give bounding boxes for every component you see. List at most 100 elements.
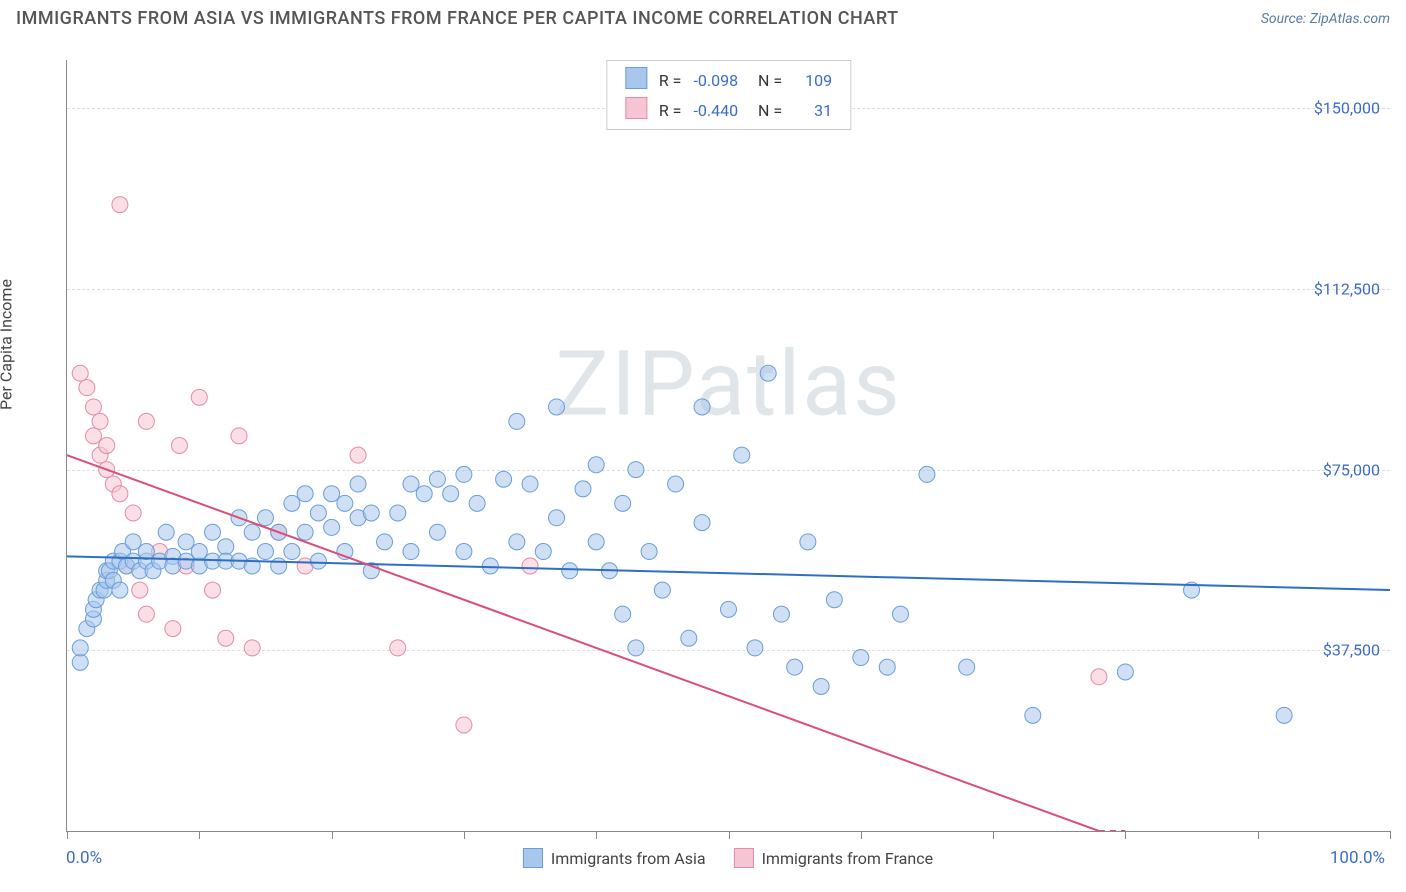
data-point (628, 640, 644, 656)
data-point (231, 428, 247, 444)
legend-item-france: Immigrants from France (734, 848, 934, 868)
data-point (390, 505, 406, 521)
data-point (178, 534, 194, 550)
data-point (562, 563, 578, 579)
data-point (919, 466, 935, 482)
data-point (191, 544, 207, 560)
x-tick (464, 831, 465, 839)
data-point (681, 630, 697, 646)
x-tick (1258, 831, 1259, 839)
data-point (826, 592, 842, 608)
swatch-france-icon (625, 97, 647, 119)
data-point (959, 659, 975, 675)
data-point (509, 534, 525, 550)
stat-n-asia: 109 (788, 65, 838, 95)
data-point (257, 510, 273, 526)
data-point (171, 438, 187, 454)
data-point (575, 481, 591, 497)
data-point (522, 476, 538, 492)
data-point (1091, 669, 1107, 685)
data-point (588, 457, 604, 473)
data-point (112, 582, 128, 598)
x-tick (861, 831, 862, 839)
data-point (773, 606, 789, 622)
data-point (469, 495, 485, 511)
data-point (132, 582, 148, 598)
stat-n-france: 31 (788, 95, 838, 125)
data-point (158, 524, 174, 540)
data-point (443, 486, 459, 502)
data-point (125, 505, 141, 521)
data-point (284, 544, 300, 560)
stat-label-n: N = (744, 95, 788, 125)
stat-r-asia: -0.098 (687, 65, 744, 95)
data-point (271, 558, 287, 574)
bottom-legend: Immigrants from Asia Immigrants from Fra… (523, 848, 933, 868)
x-axis-max-label: 100.0% (1330, 848, 1385, 868)
x-tick (729, 831, 730, 839)
data-point (284, 495, 300, 511)
data-point (138, 413, 154, 429)
data-point (138, 544, 154, 560)
legend-item-asia: Immigrants from Asia (523, 848, 706, 868)
data-point (588, 534, 604, 550)
data-point (549, 510, 565, 526)
x-tick (596, 831, 597, 839)
x-tick (332, 831, 333, 839)
stat-label-r: R = (653, 65, 688, 95)
data-point (244, 640, 260, 656)
data-point (350, 447, 366, 463)
data-point (310, 505, 326, 521)
data-point (125, 534, 141, 550)
data-point (549, 399, 565, 415)
data-point (112, 197, 128, 213)
data-point (509, 413, 525, 429)
data-point (92, 413, 108, 429)
data-point (641, 544, 657, 560)
chart-container: Per Capita Income R = -0.098 N = 109 R =… (16, 40, 1390, 892)
data-point (787, 659, 803, 675)
data-point (892, 606, 908, 622)
data-point (456, 466, 472, 482)
data-point (79, 380, 95, 396)
data-point (654, 582, 670, 598)
data-point (760, 365, 776, 381)
data-point (456, 717, 472, 733)
data-point (72, 640, 88, 656)
x-axis-labels: 0.0% Immigrants from Asia Immigrants fro… (66, 848, 1390, 876)
data-point (205, 582, 221, 598)
data-point (800, 534, 816, 550)
data-point (482, 558, 498, 574)
data-point (522, 558, 538, 574)
data-point (191, 389, 207, 405)
data-point (138, 606, 154, 622)
x-axis-min-label: 0.0% (66, 848, 102, 868)
data-point (112, 486, 128, 502)
data-point (99, 438, 115, 454)
data-point (416, 486, 432, 502)
data-point (377, 534, 393, 550)
swatch-asia-icon (523, 848, 543, 868)
data-point (747, 640, 763, 656)
data-point (72, 654, 88, 670)
data-point (297, 486, 313, 502)
data-point (403, 476, 419, 492)
legend-label-asia: Immigrants from Asia (551, 849, 706, 868)
data-point (456, 544, 472, 560)
data-point (1276, 707, 1292, 723)
data-point (257, 544, 273, 560)
data-point (1025, 707, 1041, 723)
data-point (496, 471, 512, 487)
data-point (429, 471, 445, 487)
legend-label-france: Immigrants from France (762, 849, 934, 868)
x-tick (1390, 831, 1391, 839)
data-point (390, 640, 406, 656)
y-axis-label: Per Capita Income (0, 279, 16, 410)
source-attribution: Source: ZipAtlas.com (1261, 11, 1390, 27)
data-point (297, 524, 313, 540)
data-point (615, 495, 631, 511)
data-point (694, 515, 710, 531)
data-point (350, 476, 366, 492)
data-point (324, 486, 340, 502)
scatter-plot (67, 60, 1390, 831)
